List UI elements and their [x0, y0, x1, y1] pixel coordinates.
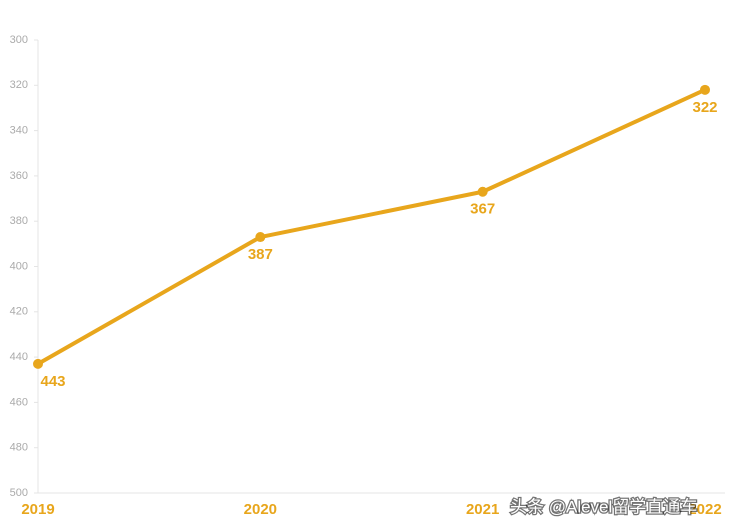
y-tick-label: 440 [10, 351, 28, 363]
value-label: 322 [692, 99, 717, 116]
point [33, 358, 43, 369]
y-tick-label: 500 [10, 487, 28, 499]
value-label: 387 [248, 246, 273, 263]
point [477, 186, 488, 197]
y-tick-label: 480 [10, 442, 28, 454]
y-tick-label: 460 [10, 396, 28, 408]
y-tick-label: 400 [10, 260, 28, 272]
y-tick-label: 360 [10, 170, 28, 182]
x-tick-label: 2020 [244, 501, 277, 518]
value-label: 443 [40, 373, 65, 390]
line [37, 88, 706, 366]
x-tick-label: 2021 [466, 501, 499, 518]
y-tick-label: 380 [10, 215, 28, 227]
value-label: 367 [470, 201, 495, 218]
x-tick-label: 2022 [688, 501, 721, 518]
y-tick-label: 320 [10, 79, 28, 91]
watermark: 头条 @Alevel留学直通车 [510, 497, 697, 516]
x-tick-label: 2019 [21, 501, 54, 518]
y-tick-label: 420 [10, 306, 28, 318]
point [700, 84, 710, 95]
y-tick-label: 300 [10, 34, 28, 46]
point [255, 232, 266, 243]
y-tick-label: 340 [10, 125, 28, 137]
